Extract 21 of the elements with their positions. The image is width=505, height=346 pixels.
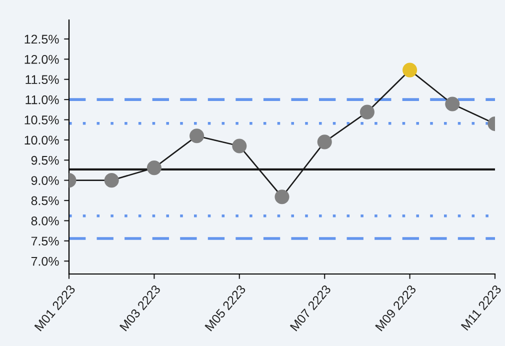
point [146,160,162,176]
point [190,128,204,144]
y-tick-label: 10.0% [24,136,59,145]
y-tick-label: 10.5% [24,116,59,124]
y-tick-label: 9.0% [31,176,59,185]
point [402,62,418,78]
y-tick-label: 7.5% [31,236,59,246]
y-tick-label: 11.0% [26,95,59,104]
y-tick-label: 7.0% [31,256,59,266]
point [232,138,247,154]
y-tick-label: 12.5% [24,34,59,44]
y-tick-label: 8.5% [31,196,59,206]
point [104,173,119,188]
y-tick-label: 8.0% [31,216,59,226]
point [445,96,460,112]
y-tick-label: 11.5% [26,75,59,84]
point [317,134,332,150]
point [360,104,374,120]
y-tick-label: 12.0% [24,54,59,64]
y-tick-label: 9.5% [31,156,59,165]
point [274,190,290,204]
